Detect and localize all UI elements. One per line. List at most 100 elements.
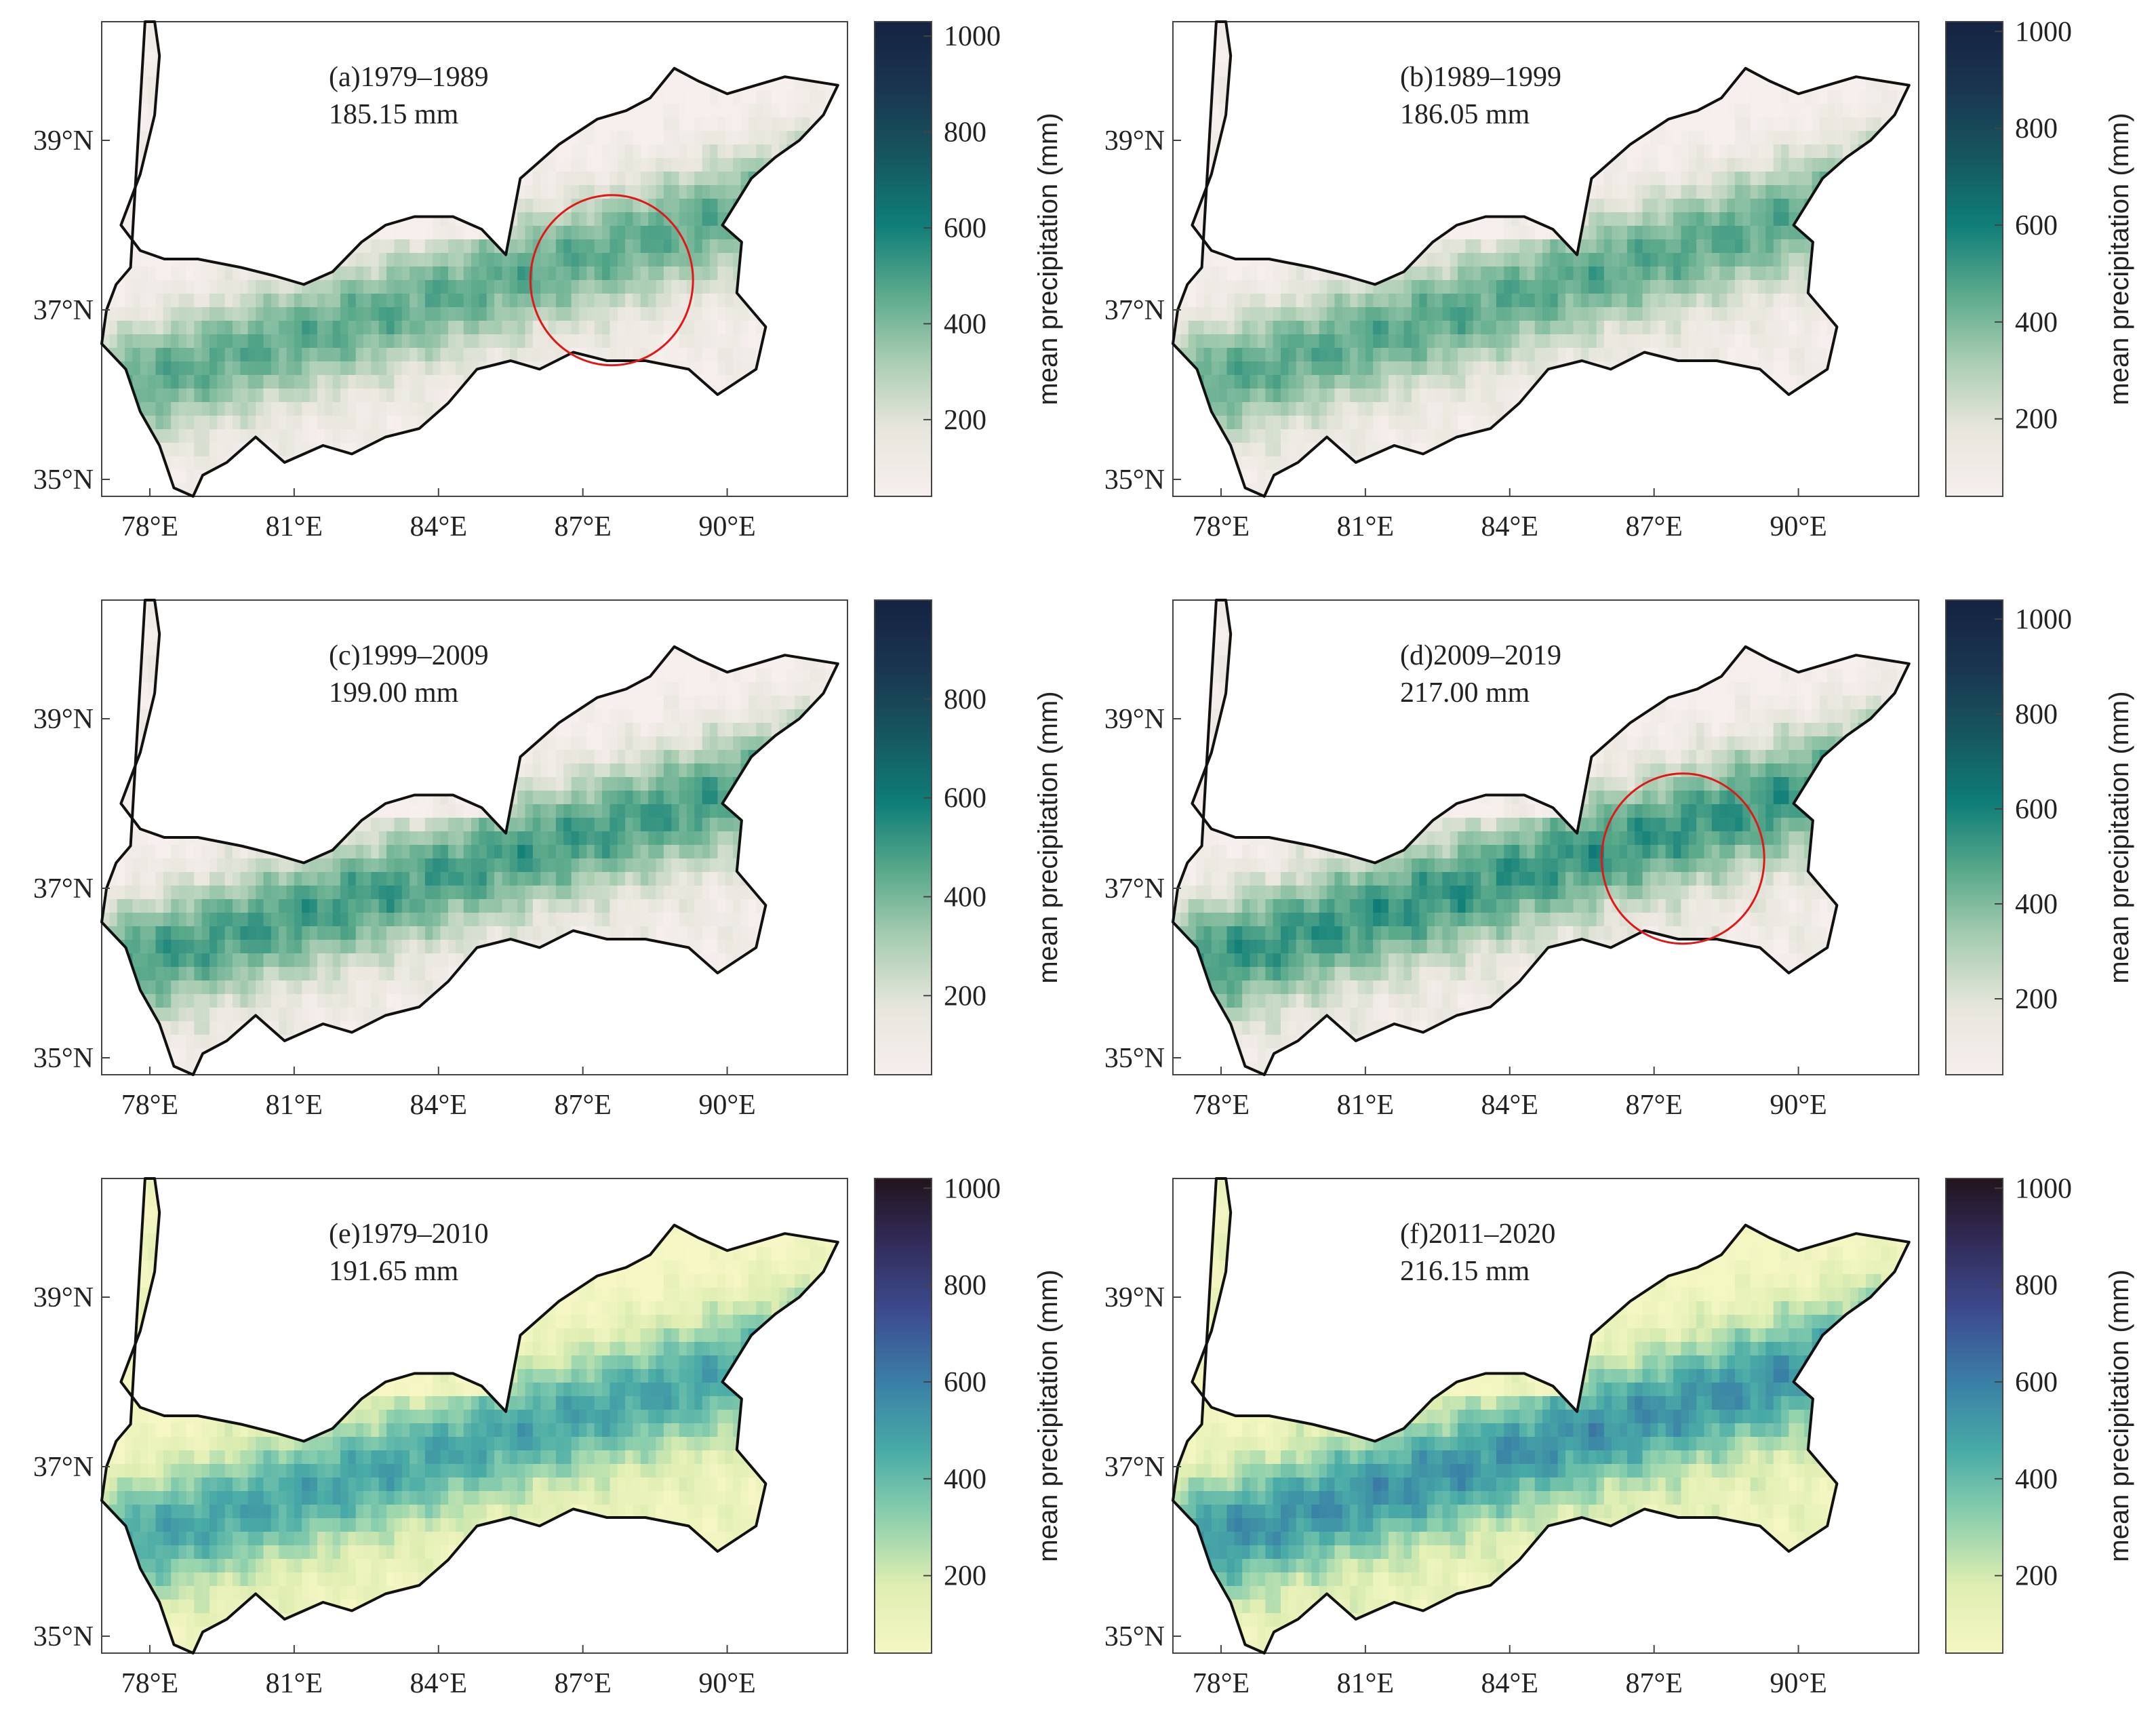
raster-cell — [533, 171, 541, 185]
raster-cell — [395, 401, 403, 416]
raster-cell — [610, 347, 618, 361]
raster-cell — [1404, 361, 1412, 375]
raster-cell — [1373, 415, 1381, 429]
raster-cell — [1342, 401, 1351, 416]
x-tick-label: 87°E — [554, 511, 611, 542]
raster-cell — [510, 334, 518, 348]
raster-cell — [725, 361, 734, 375]
raster-cell — [271, 401, 279, 416]
raster-cell — [310, 401, 318, 416]
raster-cell — [371, 279, 379, 294]
raster-cell — [1358, 320, 1366, 334]
raster-cell — [1265, 293, 1273, 307]
raster-cell — [186, 361, 195, 375]
raster-cell — [202, 306, 210, 321]
raster-cell — [679, 117, 687, 131]
raster-cell — [679, 225, 687, 239]
raster-cell — [402, 401, 410, 416]
raster-cell — [217, 293, 225, 307]
raster-cell — [710, 320, 718, 334]
raster-cell — [386, 334, 395, 348]
raster-cell — [510, 279, 518, 294]
raster-cell — [1381, 293, 1389, 307]
raster-cell — [402, 415, 410, 429]
raster-cell — [494, 279, 502, 294]
raster-cell — [1281, 279, 1289, 294]
raster-cell — [548, 239, 557, 253]
raster-cell — [694, 293, 702, 307]
raster-cell — [610, 279, 618, 294]
raster-cell — [1481, 401, 1489, 416]
raster-cell — [340, 388, 348, 402]
raster-cell — [1342, 279, 1351, 294]
raster-cell — [425, 239, 433, 253]
raster-cell — [209, 361, 218, 375]
raster-cell — [1173, 8, 1181, 22]
raster-cell — [441, 347, 449, 361]
raster-cell — [302, 388, 310, 402]
raster-cell — [494, 8, 502, 22]
raster-cell — [687, 8, 695, 22]
raster-cell — [109, 320, 117, 334]
raster-cell — [1442, 252, 1450, 266]
raster-cell — [625, 252, 633, 266]
raster-cell — [1235, 374, 1243, 389]
raster-cell — [1473, 401, 1481, 416]
raster-cell — [363, 279, 372, 294]
raster-cell — [648, 130, 656, 144]
raster-cell — [279, 401, 287, 416]
raster-cell — [556, 171, 564, 185]
raster-cell — [610, 320, 618, 334]
raster-cell — [1335, 320, 1343, 334]
raster-cell — [810, 8, 818, 22]
raster-cell — [572, 212, 580, 226]
raster-cell — [310, 429, 318, 443]
raster-cell — [625, 225, 633, 239]
raster-cell — [464, 334, 472, 348]
raster-cell — [694, 171, 702, 185]
raster-cell — [741, 117, 749, 131]
raster-cell — [418, 252, 426, 266]
raster-cell — [694, 347, 702, 361]
raster-cell — [694, 90, 702, 104]
raster-cell — [1288, 279, 1296, 294]
raster-cell — [171, 320, 179, 334]
raster-cell — [171, 456, 179, 470]
raster-cell — [386, 8, 395, 22]
raster-cell — [132, 334, 140, 348]
raster-cell — [225, 320, 233, 334]
raster-cell — [664, 144, 672, 158]
raster-cell — [818, 90, 826, 104]
raster-cell — [579, 320, 587, 334]
raster-cell — [510, 252, 518, 266]
raster-cell — [610, 8, 618, 22]
raster-cell — [741, 144, 749, 158]
raster-cell — [540, 266, 548, 280]
raster-cell — [618, 225, 626, 239]
raster-cell — [1442, 388, 1450, 402]
raster-cell — [679, 171, 687, 185]
raster-cell — [209, 401, 218, 416]
raster-cell — [733, 157, 741, 172]
raster-cell — [1250, 306, 1258, 321]
raster-cell — [1404, 293, 1412, 307]
raster-cell — [1203, 306, 1212, 321]
raster-cell — [317, 401, 325, 416]
raster-cell — [1258, 320, 1266, 334]
raster-cell — [1473, 239, 1481, 253]
raster-cell — [656, 279, 664, 294]
raster-cell — [1304, 415, 1312, 429]
raster-cell — [471, 293, 479, 307]
raster-cell — [502, 293, 511, 307]
raster-cell — [1265, 266, 1273, 280]
raster-cell — [725, 239, 734, 253]
raster-cell — [764, 8, 772, 22]
raster-cell — [687, 103, 695, 117]
raster-cell — [109, 334, 117, 348]
raster-cell — [548, 320, 557, 334]
raster-cell — [1450, 415, 1458, 429]
raster-cell — [563, 293, 572, 307]
raster-cell — [671, 157, 679, 172]
raster-cell — [441, 320, 449, 334]
raster-cell — [1427, 415, 1435, 429]
